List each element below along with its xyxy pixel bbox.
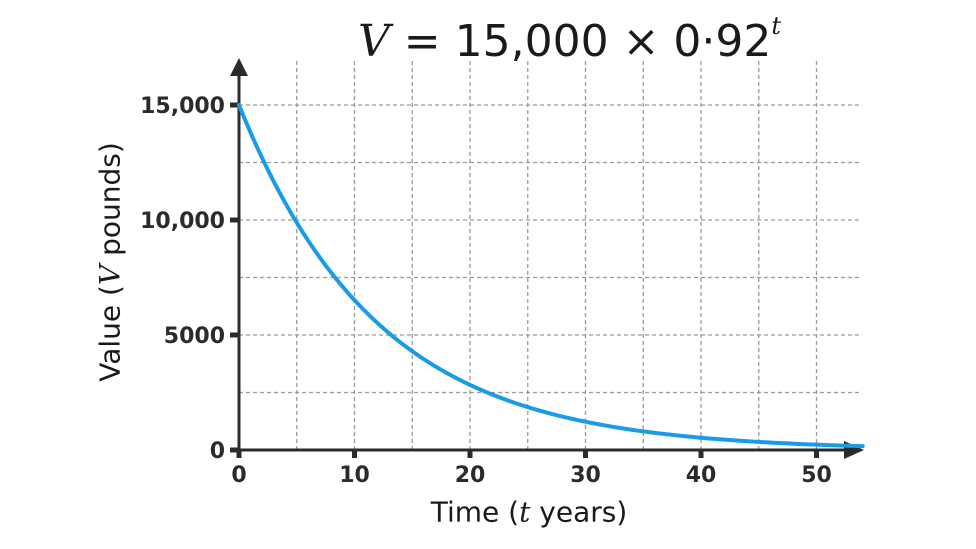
x-tick-label: 30: [570, 463, 601, 488]
y-tick-mark: [230, 102, 239, 108]
x-axis-arrow-icon: [844, 441, 864, 459]
tick-labels: 0 10 20 30 40 50 0 5000 10,000 15,000: [140, 94, 832, 488]
title-equals: =: [389, 16, 455, 67]
title-exponent: t: [771, 12, 782, 40]
x-axis-label-suffix: years): [530, 495, 628, 529]
title-variable: V: [358, 16, 390, 67]
y-axis-label-suffix: pounds): [93, 142, 127, 265]
y-axis-arrow-icon: [230, 58, 248, 76]
y-tick-label: 5000: [164, 324, 225, 349]
y-tick-mark: [230, 217, 239, 223]
y-axis-label: Value (V pounds): [94, 142, 127, 382]
x-axis-label-variable: t: [519, 495, 531, 529]
x-tick-mark: [352, 450, 357, 458]
x-tick-mark: [698, 450, 704, 458]
x-tick-mark: [467, 450, 473, 458]
axes: [230, 58, 864, 459]
decay-curve: [237, 103, 865, 449]
y-tick-label: 10,000: [140, 209, 225, 234]
chart-title: V = 15,000 × 0·92t: [358, 12, 781, 67]
y-tick-label: 0: [210, 439, 225, 464]
y-tick-mark: [230, 447, 239, 453]
x-tick-label: 20: [455, 463, 486, 488]
y-axis-label-variable: V: [93, 264, 127, 286]
gridlines: [239, 60, 862, 450]
y-axis-label-prefix: Value (: [93, 285, 127, 382]
x-tick-label: 10: [339, 463, 370, 488]
x-tick-label: 50: [801, 463, 832, 488]
y-tick-mark: [230, 332, 239, 338]
x-tick-label: 0: [231, 463, 246, 488]
x-tick-label: 40: [686, 463, 717, 488]
x-axis-label-prefix: Time (: [430, 495, 520, 529]
x-tick-mark: [236, 450, 242, 458]
y-tick-label: 15,000: [140, 94, 225, 119]
x-axis-label: Time (t years): [431, 496, 628, 529]
x-tick-mark: [814, 450, 819, 458]
title-expression: 15,000 × 0·92: [454, 16, 772, 67]
x-tick-mark: [583, 450, 588, 458]
